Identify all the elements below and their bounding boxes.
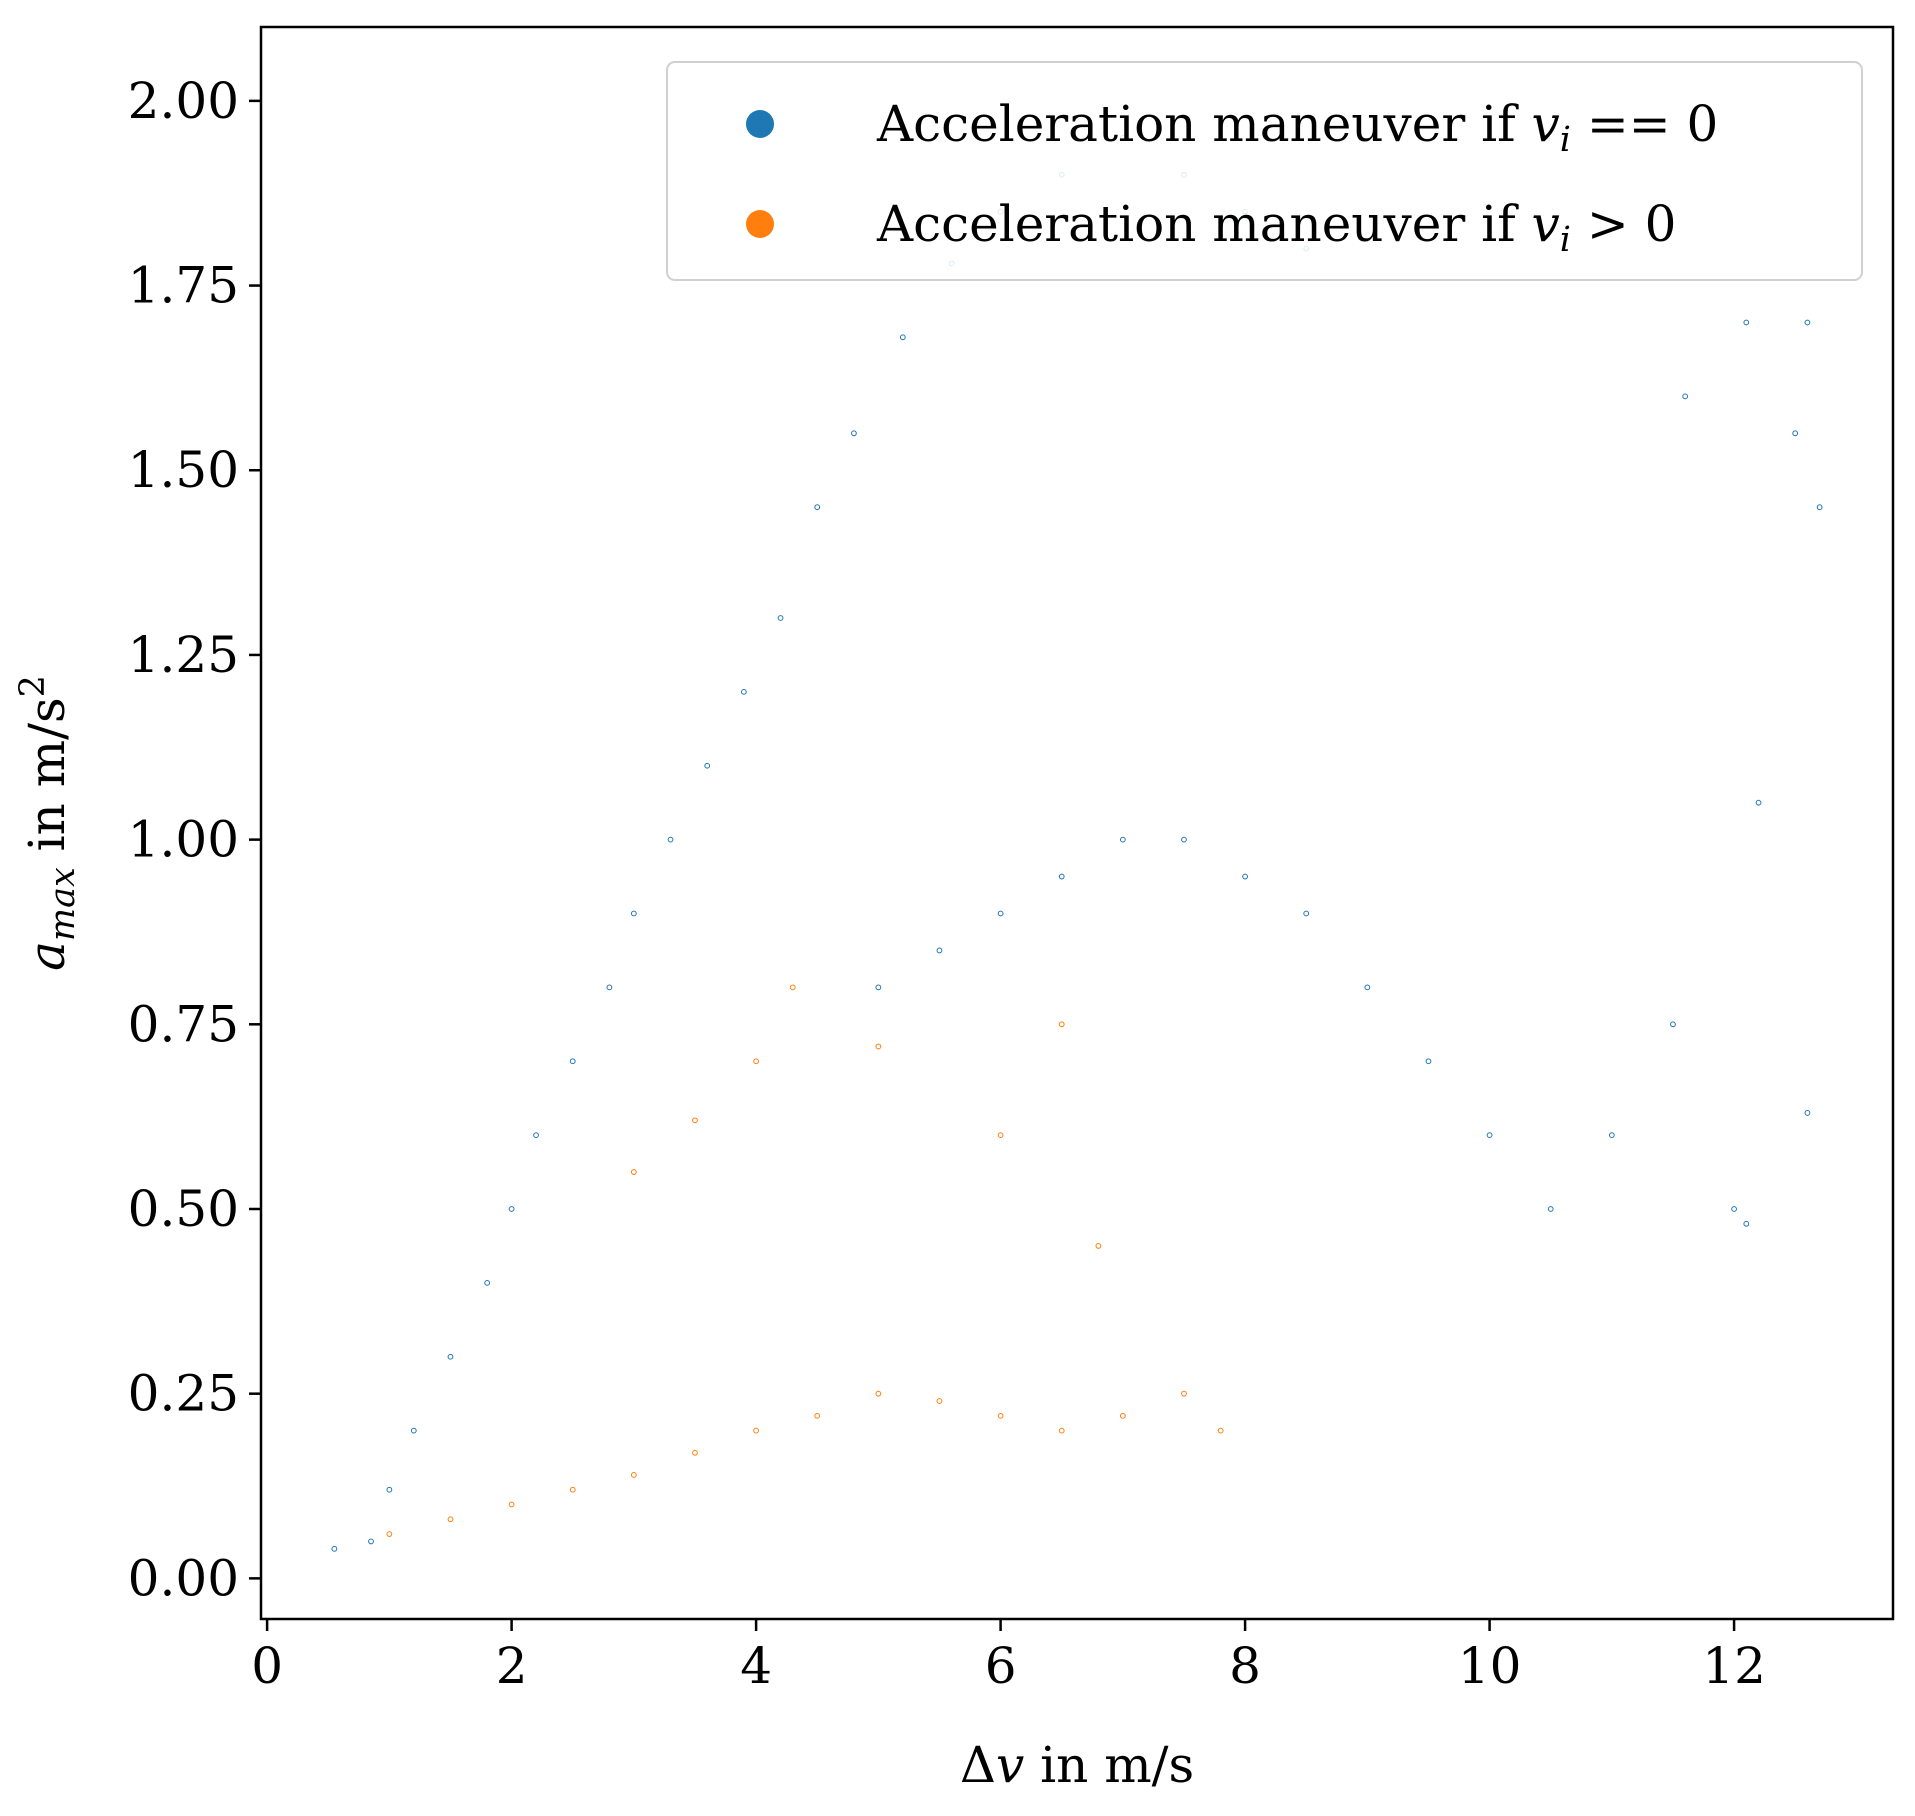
scatter-point bbox=[508, 1501, 515, 1508]
scatter-point bbox=[1804, 1110, 1811, 1116]
scatter-point bbox=[630, 910, 637, 917]
legend-marker-series-2 bbox=[746, 210, 774, 238]
scatter-point bbox=[1181, 836, 1187, 843]
scatter-point bbox=[569, 1058, 576, 1065]
scatter-point bbox=[899, 334, 906, 341]
scatter-point bbox=[875, 984, 882, 991]
x-tick-label: 12 bbox=[1702, 1637, 1766, 1695]
y-tick-label: 0.00 bbox=[128, 1549, 239, 1607]
y-tick-label: 1.00 bbox=[128, 811, 239, 869]
scatter-point bbox=[1364, 984, 1371, 991]
x-tick-label: 2 bbox=[496, 1637, 528, 1695]
scatter-point bbox=[997, 1132, 1004, 1139]
x-tick-label: 4 bbox=[740, 1637, 772, 1695]
scatter-point bbox=[704, 762, 711, 769]
scatter-point bbox=[875, 1043, 882, 1050]
scatter-point bbox=[508, 1206, 515, 1212]
scatter-point bbox=[484, 1279, 491, 1286]
scatter-point bbox=[410, 1427, 417, 1434]
scatter-point bbox=[1242, 873, 1248, 880]
scatter-point bbox=[1303, 910, 1310, 917]
scatter-point bbox=[447, 1516, 454, 1523]
scatter-point bbox=[1670, 1021, 1676, 1028]
points-layer bbox=[331, 134, 1823, 1552]
y-tick-label: 1.75 bbox=[128, 257, 239, 315]
x-axis-label: Δv in m/s bbox=[960, 1736, 1194, 1794]
y-axis: 0.00 0.25 0.50 0.75 1.00 1.25 1.50 1.75 2.00 bbox=[128, 72, 261, 1607]
scatter-point bbox=[1743, 319, 1750, 326]
scatter-point bbox=[386, 1531, 393, 1537]
scatter-point bbox=[753, 1058, 760, 1065]
y-tick-label: 0.25 bbox=[128, 1365, 239, 1423]
scatter-point bbox=[1058, 1021, 1065, 1028]
scatter-point bbox=[1217, 1427, 1224, 1434]
y-axis-label: amax in m/s2 bbox=[13, 675, 83, 971]
scatter-point bbox=[1547, 1206, 1554, 1212]
scatter-point bbox=[1119, 836, 1126, 843]
scatter-point bbox=[692, 1449, 698, 1456]
legend-box bbox=[666, 61, 1863, 281]
scatter-point bbox=[777, 615, 784, 621]
scatter-point bbox=[753, 1427, 760, 1434]
scatter-point bbox=[814, 1412, 821, 1419]
scatter-point bbox=[667, 836, 674, 843]
scatter-point bbox=[740, 688, 747, 695]
scatter-point bbox=[814, 504, 821, 511]
scatter-point bbox=[1804, 319, 1811, 326]
scatter-point bbox=[1058, 1427, 1065, 1434]
scatter-point bbox=[1486, 1132, 1493, 1139]
x-tick-label: 8 bbox=[1229, 1637, 1261, 1695]
scatter-point bbox=[997, 1412, 1004, 1419]
plot-frame bbox=[259, 25, 1895, 1621]
scatter-point bbox=[1119, 1412, 1126, 1419]
legend: Acceleration maneuver if vi == 0 Acceler… bbox=[666, 61, 1863, 281]
scatter-point bbox=[789, 984, 796, 991]
scatter-point bbox=[936, 1398, 943, 1404]
scatter-point bbox=[1095, 1243, 1102, 1249]
scatter-point bbox=[850, 430, 857, 437]
scatter-point bbox=[1743, 1220, 1750, 1227]
y-tick-label: 1.25 bbox=[128, 626, 239, 684]
scatter-point bbox=[533, 1132, 539, 1139]
scatter-point bbox=[331, 1545, 338, 1552]
scatter-point bbox=[606, 984, 613, 991]
scatter-series-1 bbox=[331, 134, 1823, 1552]
y-tick-label: 0.50 bbox=[128, 1180, 239, 1238]
x-axis: 0 2 4 6 8 10 12 bbox=[251, 1619, 1766, 1695]
x-tick-label: 6 bbox=[985, 1637, 1017, 1695]
scatter-point bbox=[1816, 504, 1823, 511]
scatter-point bbox=[936, 947, 943, 954]
scatter-point bbox=[1755, 799, 1762, 806]
legend-marker-series-1 bbox=[746, 110, 774, 138]
y-tick-label: 0.75 bbox=[128, 995, 239, 1053]
legend-label-series-2: Acceleration maneuver if vi > 0 bbox=[876, 195, 1676, 260]
y-tick-label: 2.00 bbox=[128, 72, 239, 130]
scatter-point bbox=[1181, 1390, 1187, 1397]
y-tick-label: 1.50 bbox=[128, 441, 239, 499]
scatter-point bbox=[997, 910, 1004, 917]
scatter-point bbox=[368, 1538, 374, 1545]
scatter-point bbox=[1608, 1132, 1615, 1139]
scatter-point bbox=[1682, 393, 1689, 400]
scatter-point bbox=[386, 1486, 393, 1493]
scatter-point bbox=[1731, 1206, 1737, 1212]
x-tick-label: 0 bbox=[251, 1637, 283, 1695]
scatter-series-2 bbox=[386, 984, 1224, 1537]
scatter-point bbox=[569, 1486, 576, 1493]
scatter-point bbox=[1425, 1058, 1432, 1065]
legend-label-series-1: Acceleration maneuver if vi == 0 bbox=[876, 95, 1718, 160]
scatter-point bbox=[875, 1390, 882, 1397]
x-tick-label: 10 bbox=[1458, 1637, 1522, 1695]
scatter-point bbox=[630, 1472, 637, 1478]
scatter-point bbox=[630, 1169, 637, 1175]
scatter-point bbox=[447, 1353, 454, 1360]
scatter-point bbox=[1058, 873, 1065, 880]
scatter-point bbox=[1792, 430, 1799, 437]
scatter-point bbox=[692, 1117, 698, 1124]
